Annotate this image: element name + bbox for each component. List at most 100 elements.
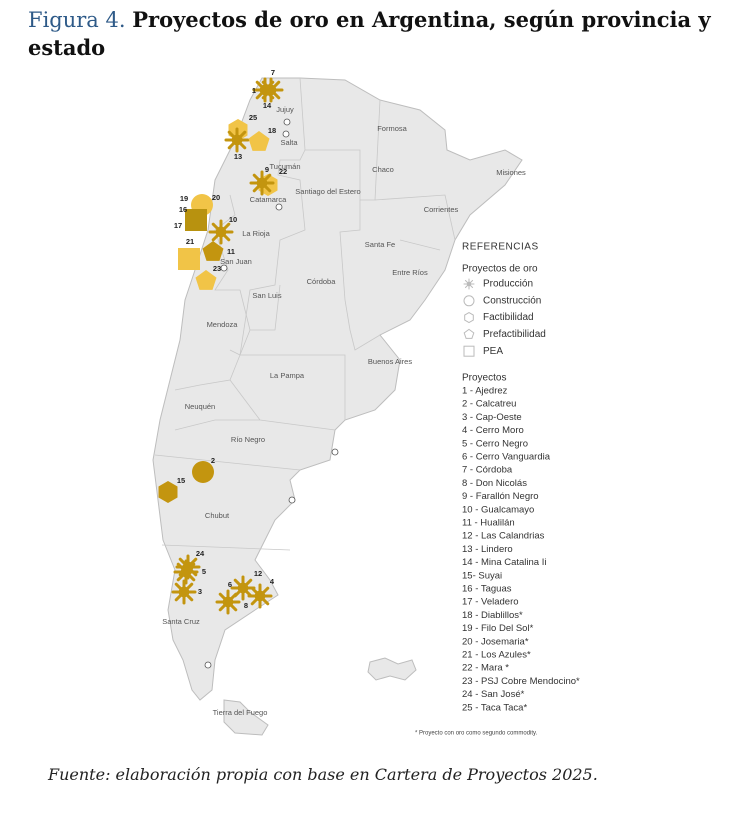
legend-project: 1 - Ajedrez [462, 386, 508, 397]
footnote: * Proyecto con oro como segundo commodit… [415, 731, 538, 737]
province-label: Buenos Aires [368, 357, 412, 366]
province-label: Salta [280, 138, 298, 147]
pentagon-marker [202, 241, 224, 261]
square-marker [185, 209, 207, 231]
marker-label: 10 [229, 215, 237, 224]
marker-label: 2 [211, 456, 215, 465]
asterisk [249, 170, 275, 196]
country [152, 77, 523, 736]
marker-label: 1 [252, 86, 256, 95]
circle-marker [192, 461, 214, 483]
asterisk-core [215, 226, 227, 238]
marker-label: 11 [227, 247, 235, 256]
square-marker [178, 248, 200, 270]
legend-project: 24 - San José* [462, 689, 525, 700]
source: Fuente: elaboración propia con base en C… [48, 765, 598, 784]
markers: 7 1 14 25 18 13 9 22 19 20 16 17 10 21 11 23 2 15 24 5 3 12 4 6… [158, 68, 287, 615]
marker-label: 7 [271, 68, 275, 77]
legend-project: 20 - Josemaria* [462, 636, 529, 647]
province-label: Santiago del Estero [295, 187, 360, 196]
legend-project: 23 - PSJ Cobre Mendocino* [462, 676, 580, 687]
city [282, 130, 290, 138]
pentagon-marker [248, 131, 270, 151]
marker-label: 14 [263, 101, 272, 110]
legend-project: 5 - Cerro Negro [462, 438, 528, 449]
malvinas [367, 657, 417, 681]
legend-project: 3 - Cap-Oeste [462, 412, 522, 423]
province-label: Catamarca [250, 195, 288, 204]
legend-project: 14 - Mina Catalina Ii [462, 557, 546, 568]
marker-label: 22 [279, 167, 287, 176]
city [220, 264, 228, 272]
city [283, 118, 291, 126]
asterisk-core [180, 566, 192, 578]
legend-status: Producción [483, 279, 533, 290]
asterisk [224, 127, 250, 153]
border [214, 194, 251, 356]
asterisk [173, 559, 199, 585]
marker-label: 4 [270, 577, 275, 586]
marker-label: 3 [198, 587, 202, 596]
border [229, 149, 306, 356]
figure-heading: Proyectos de oro en Argentina, según pro… [28, 7, 711, 60]
asterisk [258, 77, 284, 103]
marker-label: 23 [213, 264, 221, 273]
legend-subtitle: Proyectos de oro [462, 264, 538, 275]
legend-project: 17 - Veladero [462, 597, 519, 608]
legend-project: 18 - Diablillos* [462, 610, 523, 621]
marker-label: 25 [249, 113, 257, 122]
province-label: Formosa [377, 124, 407, 133]
legend-status: Prefactibilidad [483, 329, 546, 340]
hexagon-marker [158, 481, 178, 503]
border [299, 77, 381, 201]
province-label: Chubut [205, 511, 230, 520]
asterisk [171, 579, 197, 605]
province-label: Chaco [372, 165, 394, 174]
square-marker [463, 345, 475, 357]
asterisk-arm [464, 279, 474, 289]
province-label: Neuquén [185, 402, 215, 411]
province-label: Tierra del Fuego [213, 708, 268, 717]
province-label: Santa Fe [365, 240, 395, 249]
marker-label: 17 [174, 221, 182, 230]
border [374, 194, 456, 251]
border [240, 284, 346, 420]
legend-project: 2 - Calcatreu [462, 399, 516, 410]
border [339, 200, 381, 351]
province-label: Entre Ríos [392, 268, 428, 277]
province-label: Río Negro [231, 435, 265, 444]
city [288, 496, 296, 504]
marker-label: 12 [254, 569, 262, 578]
marker-label: 8 [244, 601, 248, 610]
province-label: Misiones [496, 168, 526, 177]
hexagon-marker [464, 312, 474, 324]
marker-label: 9 [265, 165, 269, 174]
asterisk-core [256, 177, 268, 189]
legend-project: 21 - Los Azules* [462, 650, 531, 661]
province-label: Mendoza [207, 320, 239, 329]
legend-project: 19 - Filo Del Sol* [462, 623, 534, 634]
legend-project: 11 - Hualilán [462, 518, 515, 529]
marker-label: 13 [234, 152, 242, 161]
city [204, 661, 212, 669]
asterisk [230, 575, 256, 601]
legend: REFERENCIAS Proyectos de oro Producción Con… [415, 242, 580, 737]
legend-project: 8 - Don Nicolás [462, 478, 527, 489]
legend-status: PEA [483, 346, 503, 357]
border [154, 454, 301, 551]
legend-title: REFERENCIAS [462, 242, 539, 253]
province-label: La Rioja [242, 229, 270, 238]
asterisk-core [254, 590, 266, 602]
asterisk-core [466, 281, 472, 287]
legend-projects-title: Proyectos [462, 373, 506, 384]
tierra-del-fuego-island [223, 699, 269, 736]
legend-project: 15- Suyai [462, 570, 502, 581]
legend-project: 16 - Taguas [462, 584, 512, 595]
marker-label: 19 [180, 194, 188, 203]
asterisk-core [265, 84, 277, 96]
province-label: Jujuy [276, 105, 294, 114]
cities [204, 118, 339, 669]
marker-label: 15 [177, 476, 185, 485]
